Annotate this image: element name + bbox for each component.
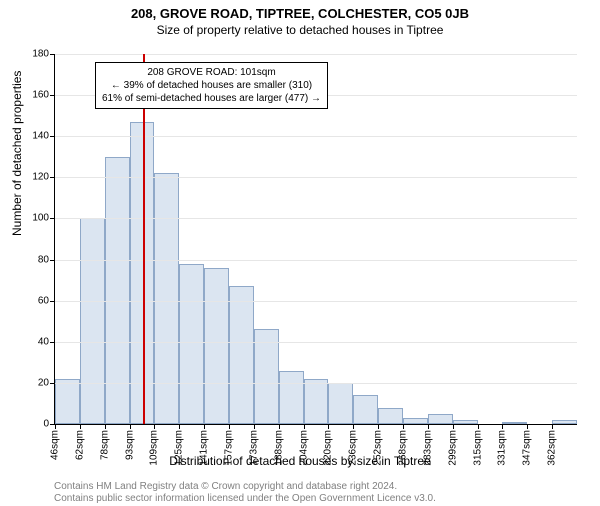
bar [403, 418, 428, 424]
bar [229, 286, 254, 424]
chart-plot-area: 208 GROVE ROAD: 101sqm ← 39% of detached… [54, 54, 577, 425]
bar [279, 371, 304, 424]
bar [179, 264, 204, 424]
annotation-line1: 208 GROVE ROAD: 101sqm [102, 66, 321, 79]
bar [55, 379, 80, 424]
bar [204, 268, 229, 424]
footer-line2: Contains public sector information licen… [54, 493, 436, 504]
y-tick-label: 160 [32, 90, 55, 101]
annotation-line3: 61% of semi-detached houses are larger (… [102, 92, 321, 105]
bar [80, 218, 105, 424]
x-axis-label: Distribution of detached houses by size … [0, 454, 600, 468]
bar [428, 414, 453, 424]
bar [304, 379, 329, 424]
bar [502, 422, 527, 424]
y-tick-label: 0 [43, 419, 55, 430]
bar [378, 408, 403, 424]
chart-subtitle: Size of property relative to detached ho… [0, 23, 600, 37]
y-axis-label: Number of detached properties [10, 71, 24, 236]
annotation-box: 208 GROVE ROAD: 101sqm ← 39% of detached… [95, 62, 328, 109]
bar [105, 157, 130, 424]
bar [254, 329, 279, 424]
bar [328, 383, 353, 424]
y-tick-label: 100 [32, 213, 55, 224]
bar [552, 420, 577, 424]
y-tick-label: 40 [38, 336, 55, 347]
bar [353, 395, 378, 424]
y-tick-label: 80 [38, 254, 55, 265]
y-tick-label: 60 [38, 295, 55, 306]
y-tick-label: 180 [32, 49, 55, 60]
bars-container [55, 54, 577, 424]
chart-title: 208, GROVE ROAD, TIPTREE, COLCHESTER, CO… [0, 6, 600, 21]
y-tick-label: 140 [32, 131, 55, 142]
annotation-line2: ← 39% of detached houses are smaller (31… [102, 79, 321, 92]
footer-line1: Contains HM Land Registry data © Crown c… [54, 481, 397, 492]
y-tick-label: 20 [38, 377, 55, 388]
reference-line [143, 54, 145, 424]
bar [453, 420, 478, 424]
bar [154, 173, 179, 424]
y-tick-label: 120 [32, 172, 55, 183]
bar [130, 122, 155, 424]
